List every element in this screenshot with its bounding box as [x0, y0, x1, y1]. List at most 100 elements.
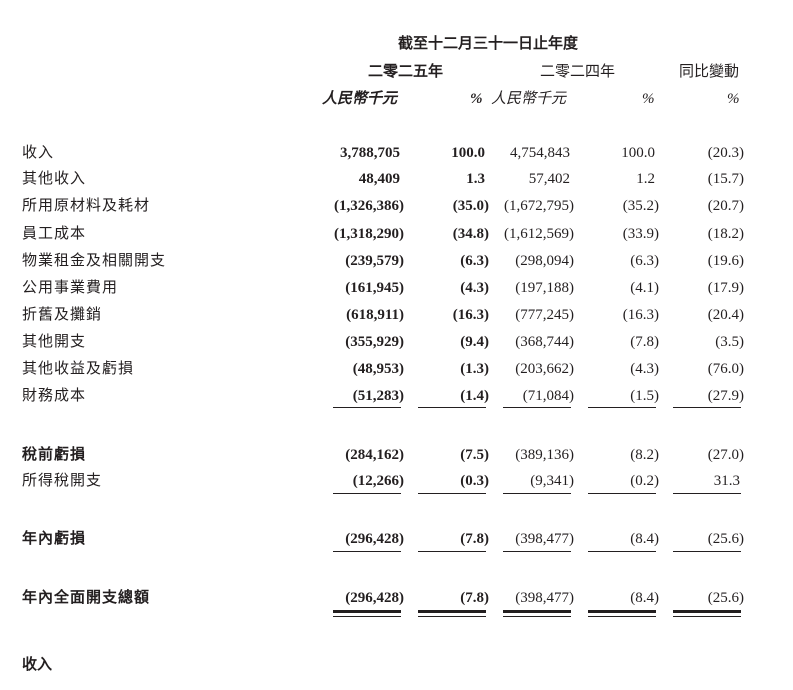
yoy-change: (76.0) — [707, 361, 744, 377]
row-label: 收入 — [22, 145, 55, 161]
subtotal-rule — [418, 407, 486, 408]
yoy-change: (15.7) — [707, 171, 744, 187]
row-label: 所用原材料及耗材 — [22, 198, 151, 214]
subtotal-rule — [333, 551, 401, 552]
pct-2025: (1.3) — [460, 361, 489, 377]
total-double-rule — [418, 610, 486, 613]
yoy-change: 31.3 — [713, 473, 740, 489]
value-2025: 48,409 — [358, 171, 400, 187]
pct-2024: 100.0 — [621, 145, 655, 161]
row-label: 物業租金及相關開支 — [22, 253, 167, 269]
row-label: 其他收益及虧損 — [22, 361, 135, 377]
subtotal-rule — [503, 493, 571, 494]
total-double-rule — [588, 616, 656, 617]
pct-2025: (4.3) — [460, 280, 489, 296]
year-2025-header: 二零二五年 — [368, 64, 444, 80]
pct-2024: (16.3) — [622, 307, 659, 323]
yoy-change: (17.9) — [707, 280, 744, 296]
subtotal-rule — [673, 407, 741, 408]
row-label: 折舊及攤銷 — [22, 307, 103, 323]
subtotal-rule — [673, 551, 741, 552]
pct-2024: (35.2) — [622, 198, 659, 214]
yoy-change: (18.2) — [707, 226, 744, 242]
subtotal-rule — [418, 551, 486, 552]
total-double-rule — [588, 610, 656, 613]
pct-2024: (0.2) — [630, 473, 659, 489]
yoy-change: (27.9) — [707, 388, 744, 404]
value-2024: 4,754,843 — [510, 145, 570, 161]
subtotal-rule — [418, 493, 486, 494]
value-2024: (298,094) — [515, 253, 574, 269]
total-double-rule — [503, 616, 571, 617]
value-2024: (398,477) — [515, 531, 574, 547]
value-2024: (71,084) — [522, 388, 574, 404]
pct-2024: 1.2 — [636, 171, 655, 187]
unit-2025: 人民幣千元 — [322, 91, 398, 107]
pct-2025: (16.3) — [452, 307, 489, 323]
pct-2025: (0.3) — [460, 473, 489, 489]
subtotal-rule — [588, 493, 656, 494]
value-2024: (1,612,569) — [504, 226, 574, 242]
row-label: 其他開支 — [22, 334, 87, 350]
value-2025: (239,579) — [345, 253, 404, 269]
value-2024: 57,402 — [528, 171, 570, 187]
pct-2024: (4.1) — [630, 280, 659, 296]
pct-2024: (1.5) — [630, 388, 659, 404]
yoy-change: (19.6) — [707, 253, 744, 269]
subtotal-rule — [673, 493, 741, 494]
value-2025: (161,945) — [345, 280, 404, 296]
pct-2025: 1.3 — [466, 171, 485, 187]
yoy-change: (27.0) — [707, 447, 744, 463]
subtotal-rule — [588, 551, 656, 552]
yoy-change: (3.5) — [715, 334, 744, 350]
value-2025: 3,788,705 — [340, 145, 400, 161]
pct-2024: (7.8) — [630, 334, 659, 350]
value-2025: (618,911) — [346, 307, 404, 323]
pct-2024: (33.9) — [622, 226, 659, 242]
pct-2025: (6.3) — [460, 253, 489, 269]
row-label: 年內虧損 — [22, 531, 87, 547]
value-2025: (296,428) — [345, 531, 404, 547]
row-label: 財務成本 — [22, 388, 87, 404]
value-2025: (355,929) — [345, 334, 404, 350]
total-double-rule — [673, 610, 741, 613]
value-2024: (398,477) — [515, 590, 574, 606]
period-header: 截至十二月三十一日止年度 — [398, 36, 579, 52]
section-heading: 收入 — [22, 657, 53, 673]
total-double-rule — [418, 616, 486, 617]
value-2024: (9,341) — [530, 473, 574, 489]
row-label: 其他收入 — [22, 171, 87, 187]
row-label: 年內全面開支總額 — [22, 590, 151, 606]
subtotal-rule — [588, 407, 656, 408]
year-2024-header: 二零二四年 — [540, 64, 616, 80]
yoy-change: (25.6) — [707, 590, 744, 606]
pct-2025: % — [470, 91, 483, 107]
yoy-change: (25.6) — [707, 531, 744, 547]
value-2024: (1,672,795) — [504, 198, 574, 214]
total-double-rule — [673, 616, 741, 617]
pct-yoy: % — [727, 91, 740, 107]
value-2025: (12,266) — [352, 473, 404, 489]
value-2024: (368,744) — [515, 334, 574, 350]
row-label: 公用事業費用 — [22, 280, 119, 296]
value-2024: (777,245) — [515, 307, 574, 323]
value-2025: (1,326,386) — [334, 198, 404, 214]
pct-2025: (7.8) — [460, 590, 489, 606]
pct-2025: (7.5) — [460, 447, 489, 463]
pct-2025: 100.0 — [451, 145, 485, 161]
pct-2025: (7.8) — [460, 531, 489, 547]
row-label: 所得稅開支 — [22, 473, 103, 489]
pct-2025: (9.4) — [460, 334, 489, 350]
row-label: 員工成本 — [22, 226, 87, 242]
pct-2024: (8.2) — [630, 447, 659, 463]
subtotal-rule — [333, 493, 401, 494]
pct-2024: % — [642, 91, 655, 107]
yoy-change: (20.4) — [707, 307, 744, 323]
pct-2024: (6.3) — [630, 253, 659, 269]
pct-2025: (35.0) — [452, 198, 489, 214]
value-2025: (51,283) — [352, 388, 404, 404]
pct-2025: (1.4) — [460, 388, 489, 404]
pct-2024: (8.4) — [630, 531, 659, 547]
subtotal-rule — [503, 551, 571, 552]
subtotal-rule — [333, 407, 401, 408]
